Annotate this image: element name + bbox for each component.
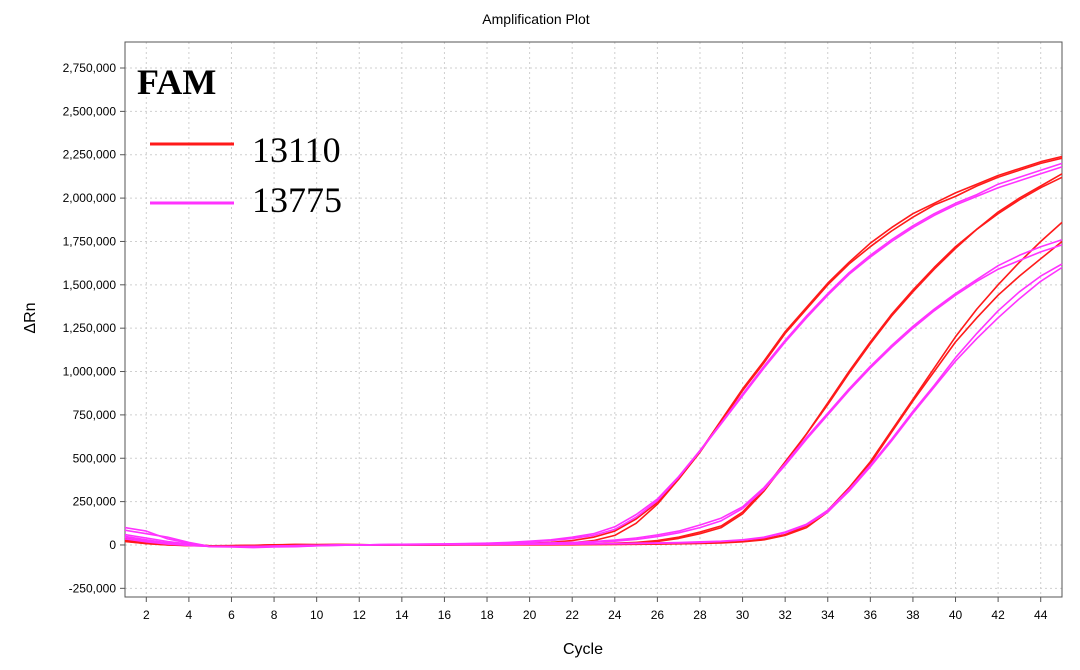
y-tick-label: 500,000	[73, 451, 117, 465]
x-axis-label: Cycle	[563, 641, 603, 658]
legend-label-13775: 13775	[252, 180, 342, 220]
y-tick-label: 2,000,000	[63, 191, 117, 205]
series-line-13775-12	[124, 266, 1063, 548]
x-tick-label: 12	[353, 608, 367, 622]
x-tick-label: 14	[395, 608, 409, 622]
y-tick-label: 1,750,000	[63, 234, 117, 248]
series-line-13775-7	[124, 162, 1063, 549]
y-tick-label: 1,250,000	[63, 321, 117, 335]
x-tick-label: 34	[821, 608, 835, 622]
series-line-13110-6	[124, 240, 1063, 547]
x-tick-label: 4	[186, 608, 193, 622]
y-tick-label: 2,750,000	[63, 61, 117, 75]
series-lines	[124, 155, 1063, 549]
y-tick-label: -250,000	[69, 581, 117, 595]
y-tick-label: 2,250,000	[63, 148, 117, 162]
x-tick-label: 8	[271, 608, 278, 622]
series-line-13110-4	[124, 176, 1063, 547]
x-tick-label: 18	[480, 608, 494, 622]
legend-label-13110: 13110	[252, 130, 341, 170]
series-line-13110-5	[124, 221, 1063, 547]
x-tick-label: 6	[228, 608, 235, 622]
y-tick-label: 750,000	[73, 408, 117, 422]
x-tick-label: 22	[566, 608, 580, 622]
y-axis-label: ΔRn	[22, 302, 39, 333]
y-tick-label: 1,000,000	[63, 365, 117, 379]
series-line-13110-3	[124, 173, 1063, 547]
x-tick-label: 16	[438, 608, 452, 622]
x-tick-label: 32	[778, 608, 792, 622]
series-line-13775-8	[124, 166, 1063, 548]
x-tick-label: 44	[1034, 608, 1048, 622]
x-tick-labels: 2 4 6 8 10 12 14 16 18 20 22 24 26 28 30 32 34 36 38 40 42 44	[143, 597, 1048, 622]
x-tick-label: 38	[906, 608, 920, 622]
y-tick-label: 1,500,000	[63, 278, 117, 292]
y-tick-label: 2,500,000	[63, 104, 117, 118]
grid	[125, 42, 1062, 597]
x-tick-label: 26	[651, 608, 665, 622]
x-tick-label: 40	[949, 608, 963, 622]
y-tick-labels: -250,000 0 250,000 500,000 750,000 1,000,000 1…	[63, 61, 125, 595]
x-tick-label: 24	[608, 608, 622, 622]
x-tick-label: 28	[693, 608, 707, 622]
chart-title: Amplification Plot	[482, 11, 589, 27]
series-line-13775-11	[124, 263, 1063, 548]
series-line-13775-9	[124, 238, 1063, 548]
legend: FAM 13110 13775	[137, 62, 342, 220]
x-tick-label: 20	[523, 608, 537, 622]
dye-label: FAM	[137, 62, 216, 102]
x-tick-label: 36	[864, 608, 878, 622]
plot-frame	[124, 41, 1063, 598]
x-tick-label: 42	[991, 608, 1005, 622]
x-tick-label: 10	[310, 608, 324, 622]
x-tick-label: 30	[736, 608, 750, 622]
x-tick-label: 2	[143, 608, 150, 622]
y-tick-label: 0	[109, 538, 116, 552]
y-tick-label: 250,000	[73, 495, 117, 509]
